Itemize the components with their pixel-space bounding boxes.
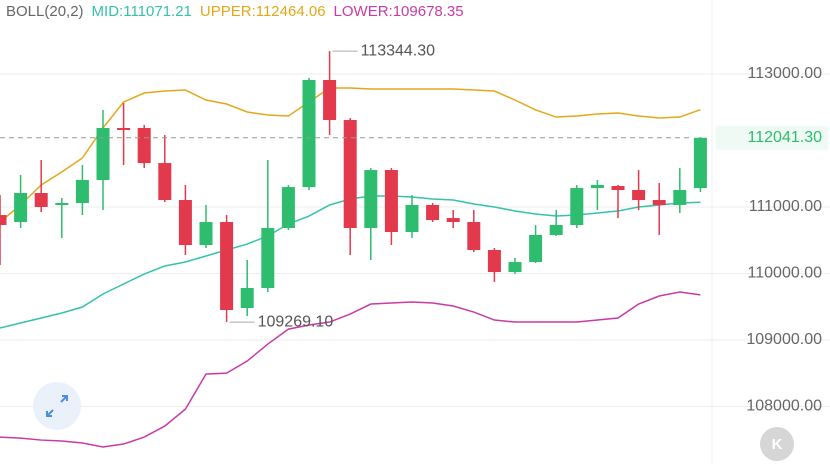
candle-body <box>467 222 481 251</box>
candle-body <box>508 262 522 273</box>
y-tick-label: 110000.00 <box>748 265 823 282</box>
last-price-box <box>716 125 828 150</box>
candle-body <box>590 184 604 189</box>
last-price-label: 112041.30 <box>748 129 823 146</box>
legend-entry: UPPER:112464.06 <box>200 3 326 20</box>
candle-body <box>364 170 378 229</box>
candle-body <box>529 234 543 263</box>
candle-body <box>240 287 254 309</box>
candle-body <box>158 163 172 201</box>
candle-body <box>14 193 28 223</box>
candle-body <box>34 193 48 207</box>
candle-body <box>55 203 69 206</box>
band-line <box>0 291 701 448</box>
candle-body <box>199 222 213 246</box>
logo-text: K <box>772 436 783 453</box>
candle-body <box>570 188 584 226</box>
candle-body <box>75 180 89 204</box>
legend-entry: BOLL(20,2) <box>6 3 84 20</box>
legend-entry: MID:111071.21 <box>92 3 192 20</box>
candle-body <box>487 250 501 273</box>
candle-body <box>446 218 460 223</box>
low-marker-label: 109269.10 <box>258 313 334 330</box>
candle-body <box>673 190 687 206</box>
logo-button[interactable] <box>760 427 794 461</box>
candle-body <box>0 215 7 226</box>
expand-icon <box>46 395 68 417</box>
candle-body <box>426 205 440 221</box>
candle-body <box>220 222 234 310</box>
candle-body <box>96 128 110 181</box>
candle-body <box>405 205 419 232</box>
high-marker-label: 113344.30 <box>361 42 436 59</box>
candle-body <box>632 190 646 201</box>
candle-body <box>343 120 357 229</box>
candle-body <box>323 79 337 121</box>
y-tick-label: 109000.00 <box>746 331 822 348</box>
candle-body <box>652 200 666 206</box>
candle-body <box>384 170 398 232</box>
y-tick-label: 111000.00 <box>749 198 822 215</box>
candle-body <box>281 187 295 229</box>
candle-body <box>261 228 275 288</box>
y-tick-label: 113000.00 <box>748 65 823 82</box>
expand-button[interactable] <box>33 382 81 430</box>
candle-body <box>611 185 625 191</box>
candle-body <box>117 128 131 130</box>
candle-body <box>549 225 563 235</box>
band-line <box>0 87 701 223</box>
candle-body <box>693 137 707 189</box>
candle-body <box>178 200 192 246</box>
candle-body <box>302 79 316 188</box>
legend-entry: LOWER:109678.35 <box>334 3 464 20</box>
candle-body <box>137 128 151 164</box>
y-tick-label: 108000.00 <box>746 398 822 415</box>
